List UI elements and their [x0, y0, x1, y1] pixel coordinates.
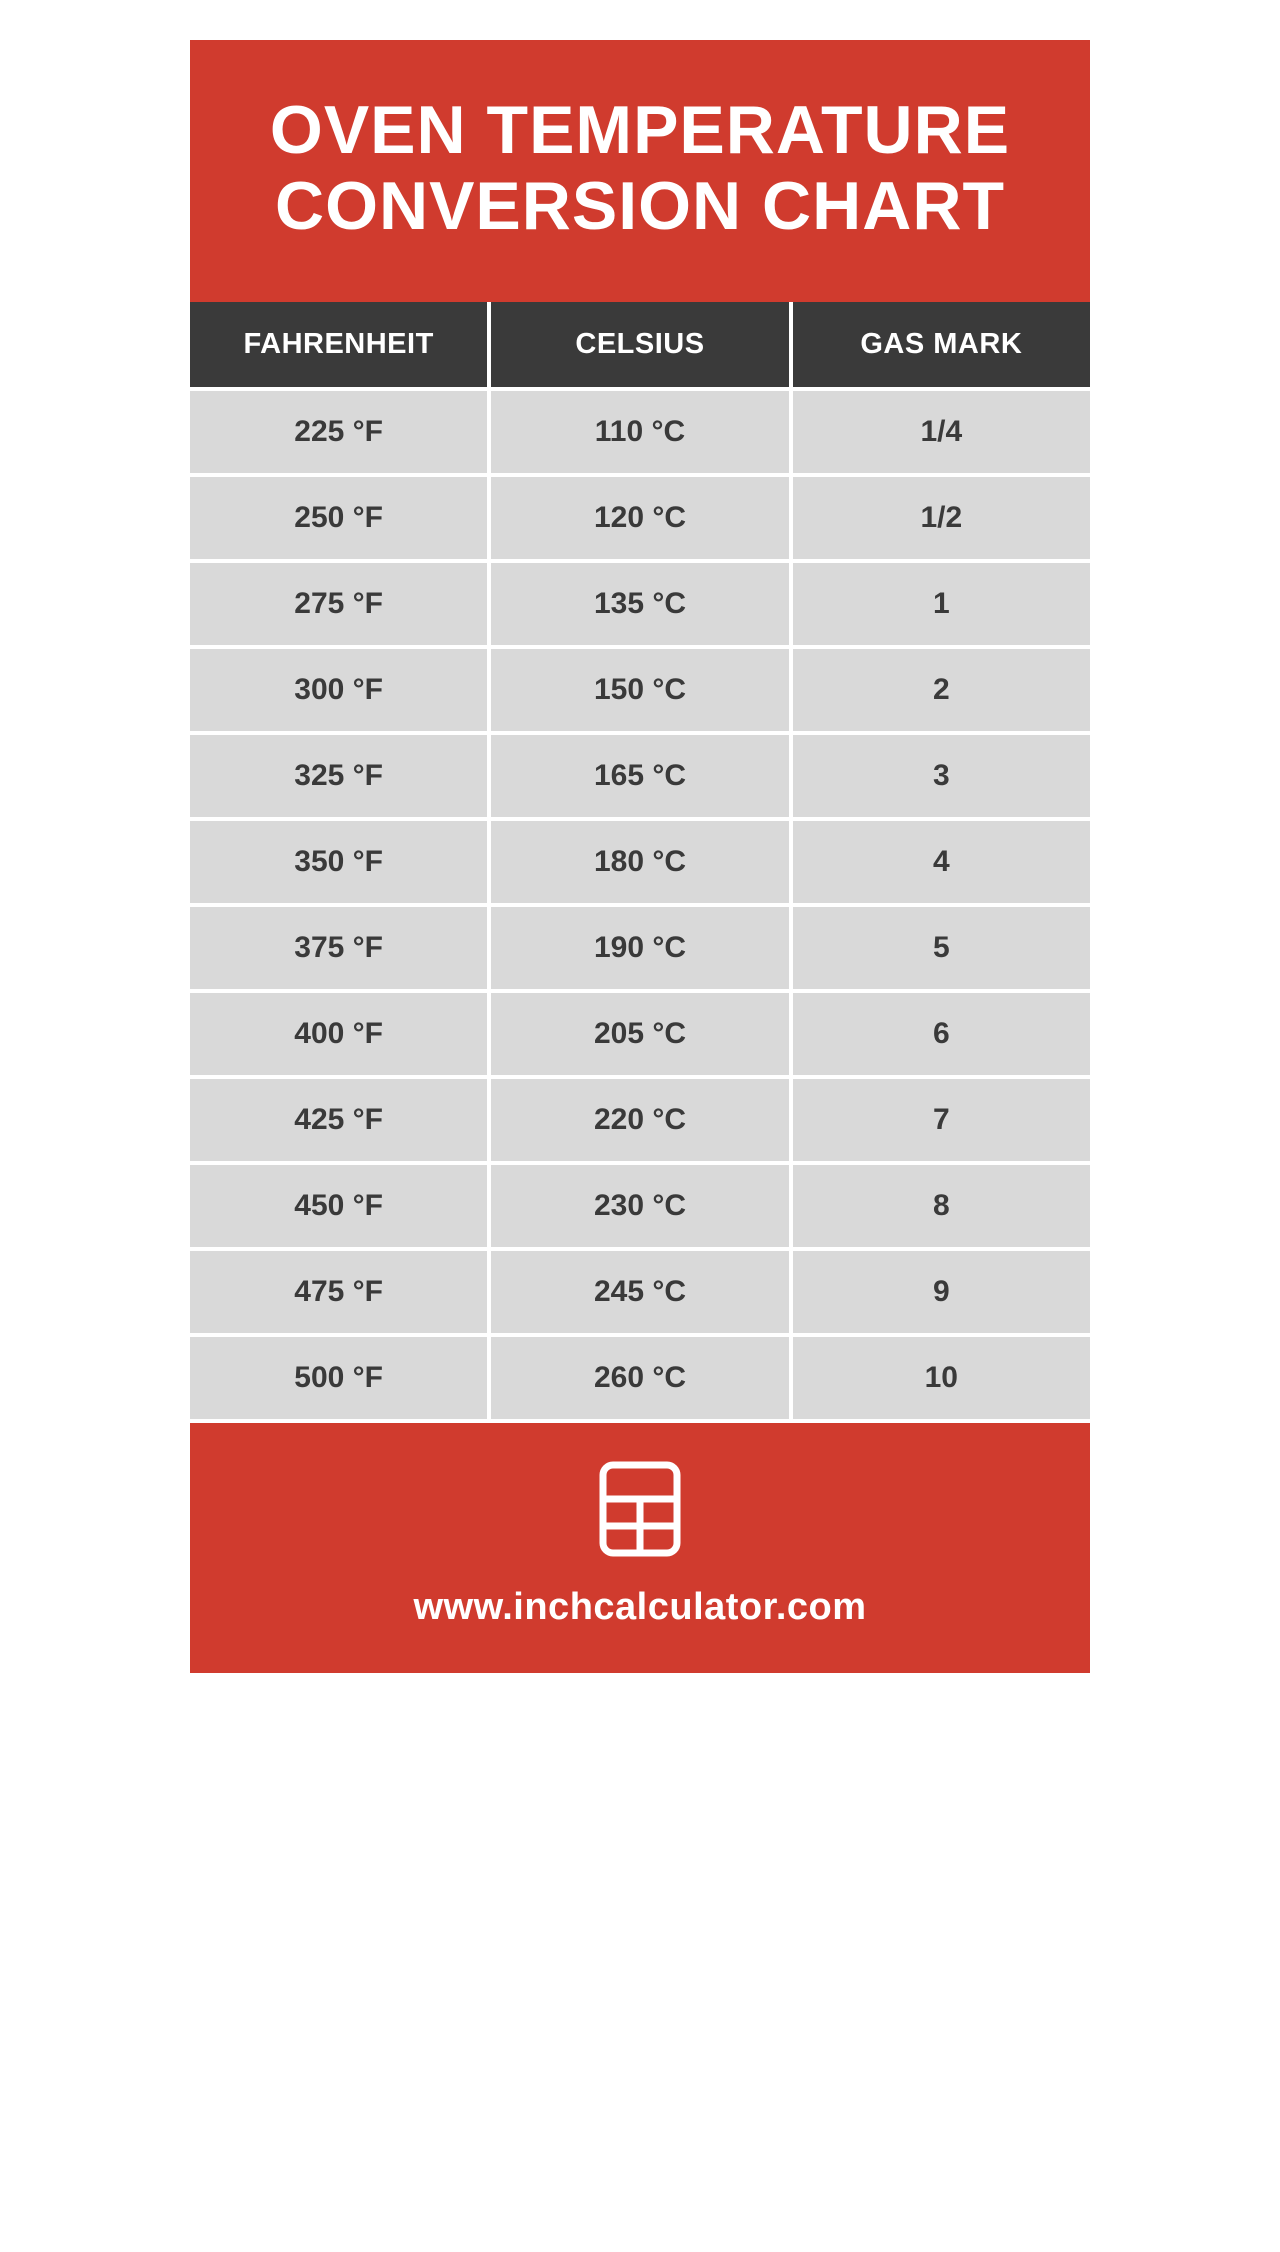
table-row: 300 °F150 °C2 — [190, 645, 1090, 731]
table-cell: 230 °C — [491, 1165, 792, 1247]
table-cell: 8 — [793, 1165, 1090, 1247]
table-cell: 150 °C — [491, 649, 792, 731]
table-cell: 7 — [793, 1079, 1090, 1161]
table-cell: 245 °C — [491, 1251, 792, 1333]
table-cell: 325 °F — [190, 735, 491, 817]
table-body: 225 °F110 °C1/4250 °F120 °C1/2275 °F135 … — [190, 387, 1090, 1419]
col-header-celsius: CELSIUS — [491, 302, 792, 387]
table-row: 425 °F220 °C7 — [190, 1075, 1090, 1161]
table-cell: 4 — [793, 821, 1090, 903]
footer-banner: www.inchcalculator.com — [190, 1423, 1090, 1673]
conversion-table: FAHRENHEIT CELSIUS GAS MARK 225 °F110 °C… — [190, 302, 1090, 1419]
title-line-2: CONVERSION CHART — [220, 168, 1060, 244]
table-cell: 1/4 — [793, 391, 1090, 473]
table-cell: 225 °F — [190, 391, 491, 473]
title-line-1: OVEN TEMPERATURE — [220, 92, 1060, 168]
table-cell: 110 °C — [491, 391, 792, 473]
table-cell: 350 °F — [190, 821, 491, 903]
col-header-fahrenheit: FAHRENHEIT — [190, 302, 491, 387]
table-cell: 120 °C — [491, 477, 792, 559]
table-cell: 190 °C — [491, 907, 792, 989]
table-cell: 1/2 — [793, 477, 1090, 559]
table-cell: 6 — [793, 993, 1090, 1075]
table-cell: 5 — [793, 907, 1090, 989]
table-cell: 425 °F — [190, 1079, 491, 1161]
table-cell: 400 °F — [190, 993, 491, 1075]
conversion-chart: OVEN TEMPERATURE CONVERSION CHART FAHREN… — [190, 40, 1090, 1673]
table-row: 350 °F180 °C4 — [190, 817, 1090, 903]
title-banner: OVEN TEMPERATURE CONVERSION CHART — [190, 40, 1090, 302]
table-cell: 1 — [793, 563, 1090, 645]
table-cell: 500 °F — [190, 1337, 491, 1419]
table-cell: 220 °C — [491, 1079, 792, 1161]
table-cell: 450 °F — [190, 1165, 491, 1247]
table-cell: 250 °F — [190, 477, 491, 559]
table-row: 475 °F245 °C9 — [190, 1247, 1090, 1333]
table-cell: 375 °F — [190, 907, 491, 989]
table-row: 450 °F230 °C8 — [190, 1161, 1090, 1247]
col-header-gasmark: GAS MARK — [793, 302, 1090, 387]
table-row: 400 °F205 °C6 — [190, 989, 1090, 1075]
table-cell: 180 °C — [491, 821, 792, 903]
table-cell: 475 °F — [190, 1251, 491, 1333]
table-row: 250 °F120 °C1/2 — [190, 473, 1090, 559]
table-cell: 2 — [793, 649, 1090, 731]
table-cell: 165 °C — [491, 735, 792, 817]
table-cell: 3 — [793, 735, 1090, 817]
table-cell: 300 °F — [190, 649, 491, 731]
table-row: 325 °F165 °C3 — [190, 731, 1090, 817]
table-row: 275 °F135 °C1 — [190, 559, 1090, 645]
table-row: 500 °F260 °C10 — [190, 1333, 1090, 1419]
table-cell: 205 °C — [491, 993, 792, 1075]
table-cell: 10 — [793, 1337, 1090, 1419]
table-cell: 135 °C — [491, 563, 792, 645]
table-row: 225 °F110 °C1/4 — [190, 387, 1090, 473]
footer-url: www.inchcalculator.com — [210, 1586, 1070, 1629]
table-row: 375 °F190 °C5 — [190, 903, 1090, 989]
calculator-icon — [597, 1459, 683, 1564]
table-header-row: FAHRENHEIT CELSIUS GAS MARK — [190, 302, 1090, 387]
table-cell: 275 °F — [190, 563, 491, 645]
table-cell: 260 °C — [491, 1337, 792, 1419]
table-cell: 9 — [793, 1251, 1090, 1333]
